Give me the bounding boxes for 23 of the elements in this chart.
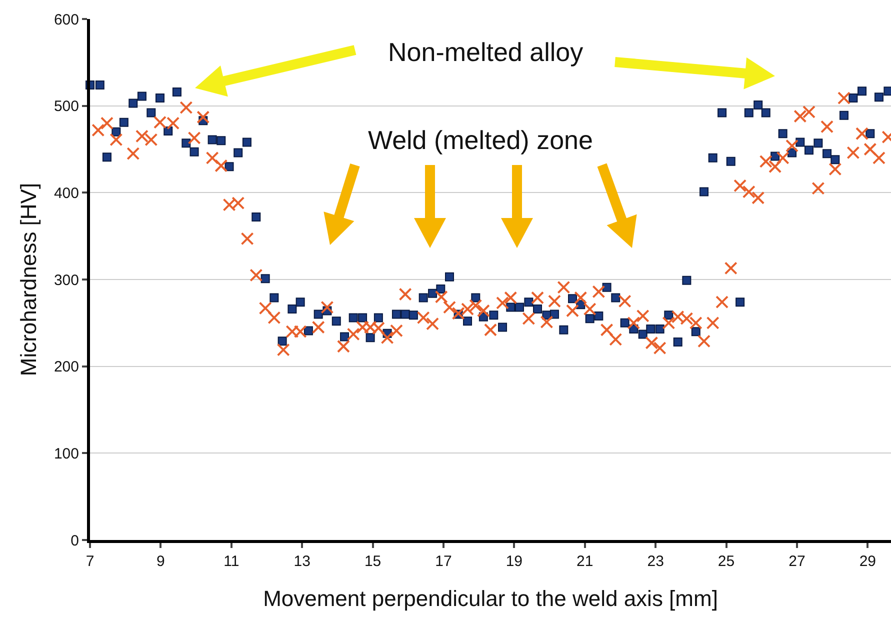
x-axis-title: Movement perpendicular to the weld axis [mm] — [263, 586, 718, 611]
y-tick-label: 500 — [54, 98, 79, 116]
y-tick-label: 0 — [70, 532, 79, 550]
y-axis-title: Microhardness [HV] — [16, 182, 41, 376]
x-tick-label: 25 — [718, 553, 735, 570]
x-tick-label: 9 — [156, 553, 165, 570]
y-tick-label: 300 — [54, 272, 79, 289]
x-tick-label: 29 — [859, 553, 876, 570]
x-tick-label: 23 — [647, 553, 664, 570]
x-tick-label: 19 — [506, 553, 523, 570]
y-tick-label: 600 — [54, 11, 79, 28]
x-tick-label: 7 — [86, 553, 94, 570]
annotation: Weld (melted) zone — [368, 125, 593, 155]
x-tick-label: 11 — [224, 553, 240, 570]
y-tick-label: 400 — [54, 184, 79, 202]
x-tick-label: 21 — [576, 553, 594, 570]
annotation: Non-melted alloy — [388, 37, 584, 67]
y-tick-label: 100 — [54, 445, 79, 462]
x-tick-label: 15 — [364, 553, 382, 570]
x-tick-label: 27 — [788, 553, 806, 570]
x-tick-label: 17 — [435, 553, 452, 570]
y-tick-label: 200 — [54, 358, 79, 376]
x-tick-label: 13 — [294, 553, 310, 570]
